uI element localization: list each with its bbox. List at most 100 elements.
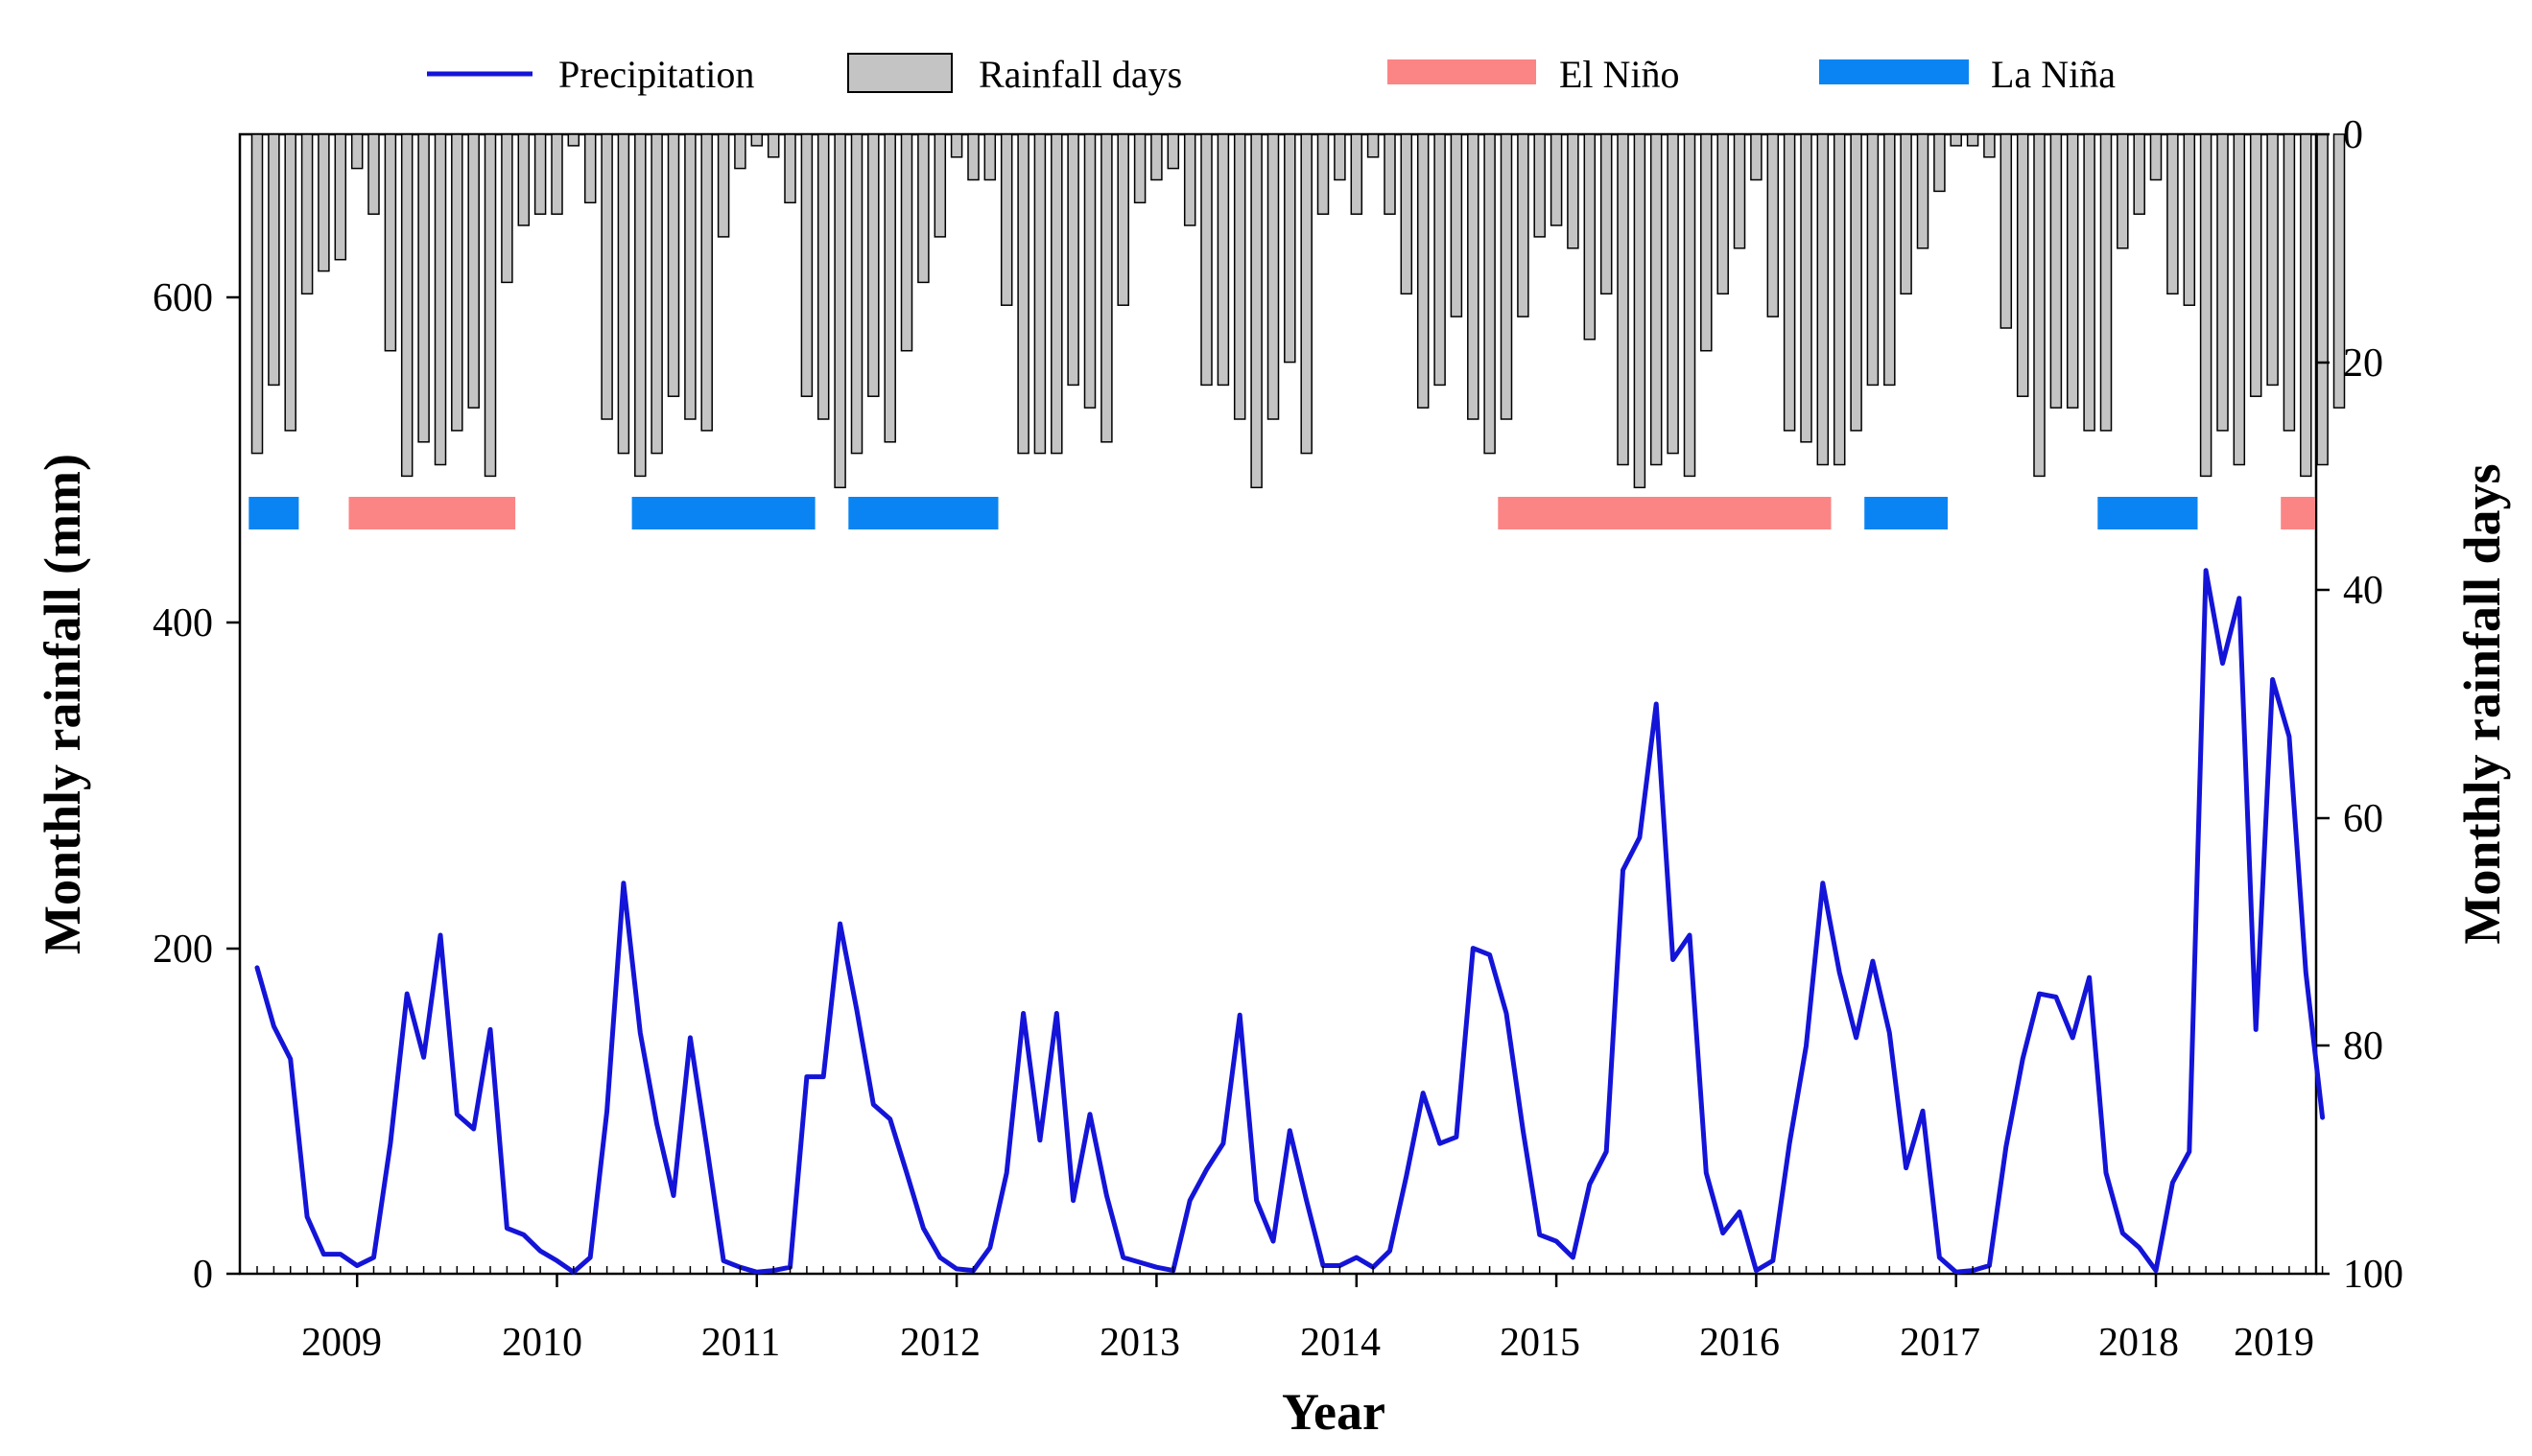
rainfall-days-bar bbox=[551, 133, 563, 215]
year-label-2012: 2012 bbox=[900, 1321, 981, 1365]
rainfall-days-bar bbox=[268, 133, 280, 387]
rainfall-days-bar bbox=[2066, 133, 2079, 409]
rainfall-days-bar bbox=[934, 133, 947, 238]
rainfall-days-bar bbox=[651, 133, 663, 455]
rainfall-days-bar bbox=[350, 133, 364, 170]
rainfall-days-bar bbox=[700, 133, 713, 432]
rainfall-days-bar bbox=[2266, 133, 2279, 387]
rainfall-days-bar bbox=[583, 133, 597, 204]
rainfall-days-bar bbox=[1883, 133, 1896, 387]
legend: Precipitation Rainfall days El Niño La N… bbox=[427, 53, 2116, 96]
year-label-2014: 2014 bbox=[1300, 1321, 1381, 1365]
rainfall-days-bar bbox=[1266, 133, 1280, 420]
left-tick-label-400: 400 bbox=[153, 601, 213, 646]
right-tick-label-100: 100 bbox=[2343, 1253, 2403, 1297]
rainfall-days-bar bbox=[800, 133, 814, 397]
legend-precipitation-label: Precipitation bbox=[558, 53, 754, 96]
rainfall-days-bar bbox=[2233, 133, 2246, 466]
rainfall-days-bar bbox=[2283, 133, 2296, 432]
rainfall-days-bar bbox=[1366, 133, 1380, 158]
rainfall-days-bar bbox=[2332, 133, 2346, 409]
rainfall-days-bar bbox=[1067, 133, 1079, 387]
rainfall-days-bar bbox=[284, 133, 296, 432]
rainfall-days-bar bbox=[2300, 133, 2312, 478]
year-label-2019: 2019 bbox=[2234, 1321, 2314, 1365]
rainfall-days-bar bbox=[1334, 133, 1346, 181]
month-ticks bbox=[256, 1266, 2324, 1287]
rainfall-days-bar bbox=[1233, 133, 1246, 420]
rainfall-days-bar bbox=[2049, 133, 2063, 409]
rainfall-days-bar bbox=[501, 133, 513, 284]
rainfall-days-bar bbox=[1433, 133, 1446, 387]
rainfall-days-bar bbox=[1017, 133, 1029, 455]
rainfall-days-bar bbox=[1416, 133, 1430, 409]
year-label-2016: 2016 bbox=[1699, 1321, 1780, 1365]
right-tick-label-60: 60 bbox=[2343, 797, 2383, 841]
el-nino-band bbox=[1498, 497, 1832, 529]
rainfall-days-bar bbox=[400, 133, 414, 478]
rainfall-days-bar bbox=[1583, 133, 1597, 341]
rainfall-days-bar bbox=[1000, 133, 1013, 306]
rainfall-days-bar bbox=[1750, 133, 1763, 181]
rainfall-days-bar bbox=[1183, 133, 1196, 226]
rainfall-days-bar bbox=[484, 133, 497, 478]
rainfall-days-bar bbox=[1450, 133, 1463, 317]
rainfall-days-bar bbox=[1700, 133, 1713, 352]
rainfall-days-bar bbox=[884, 133, 896, 443]
la-nina-band bbox=[2097, 497, 2198, 529]
left-axis: 0 200 400 600 bbox=[153, 276, 240, 1297]
rainfall-days-bar bbox=[2133, 133, 2145, 215]
rainfall-days-bar bbox=[1350, 133, 1363, 215]
rainfall-days-bar bbox=[1467, 133, 1479, 420]
rainfall-days-bar bbox=[2249, 133, 2262, 397]
rainfall-days-bar bbox=[1100, 133, 1113, 443]
rainfall-days-bar bbox=[334, 133, 347, 261]
rainfall-days-bar bbox=[1400, 133, 1413, 295]
right-tick-label-20: 20 bbox=[2343, 341, 2383, 386]
rainfall-days-bar bbox=[1051, 133, 1063, 455]
rainfall-days-bar bbox=[750, 133, 764, 147]
right-axis: 0 20 40 60 80 100 bbox=[2316, 113, 2403, 1297]
rainfall-days-bar bbox=[1117, 133, 1129, 306]
rainfall-days-bar bbox=[1900, 133, 1912, 295]
rainfall-days-bar bbox=[816, 133, 830, 420]
rainfall-days-bar bbox=[734, 133, 746, 170]
rainfall-days-bar bbox=[1200, 133, 1213, 387]
rainfall-days-bar bbox=[684, 133, 697, 420]
rainfall-days-bar bbox=[784, 133, 796, 204]
rainfall-days-bar bbox=[1316, 133, 1330, 215]
rainfall-days-bars bbox=[250, 133, 2346, 489]
rainfall-days-bar bbox=[667, 133, 680, 397]
el-nino-band bbox=[2281, 497, 2315, 529]
rainfall-days-bar bbox=[900, 133, 913, 352]
rainfall-days-bar bbox=[417, 133, 430, 443]
left-tick-label-600: 600 bbox=[153, 276, 213, 320]
rainfall-days-bar bbox=[1500, 133, 1513, 420]
rainfall-days-bar bbox=[1850, 133, 1862, 432]
rainfall-days-bar bbox=[950, 133, 963, 158]
rainfall-days-bar bbox=[1599, 133, 1613, 295]
rainfall-days-bar bbox=[1033, 133, 1047, 455]
rainfall-days-bar bbox=[2099, 133, 2113, 432]
rainfall-days-bar bbox=[1933, 133, 1946, 193]
rainfall-days-bar bbox=[850, 133, 864, 455]
rainfall-days-bar bbox=[1733, 133, 1746, 249]
legend-el-nino-label: El Niño bbox=[1559, 53, 1680, 96]
rainfall-days-bar bbox=[1633, 133, 1646, 489]
rainfall-days-bar bbox=[617, 133, 630, 455]
rainfall-days-bar bbox=[1866, 133, 1880, 387]
rainfall-days-bar bbox=[567, 133, 580, 147]
rainfall-days-bar bbox=[300, 133, 314, 295]
year-label-2017: 2017 bbox=[1900, 1321, 1980, 1365]
rainfall-days-bar bbox=[1649, 133, 1663, 466]
rainfall-days-bar bbox=[1916, 133, 1929, 249]
rainfall-days-bar bbox=[1766, 133, 1780, 317]
rainfall-days-bar bbox=[2033, 133, 2046, 478]
rainfall-days-bar bbox=[1533, 133, 1546, 238]
rainfall-days-bar bbox=[1966, 133, 1979, 147]
rainfall-days-bar bbox=[1800, 133, 1812, 443]
la-nina-band bbox=[248, 497, 299, 529]
rainfall-days-bar bbox=[767, 133, 780, 158]
rainfall-days-bar bbox=[1833, 133, 1846, 466]
